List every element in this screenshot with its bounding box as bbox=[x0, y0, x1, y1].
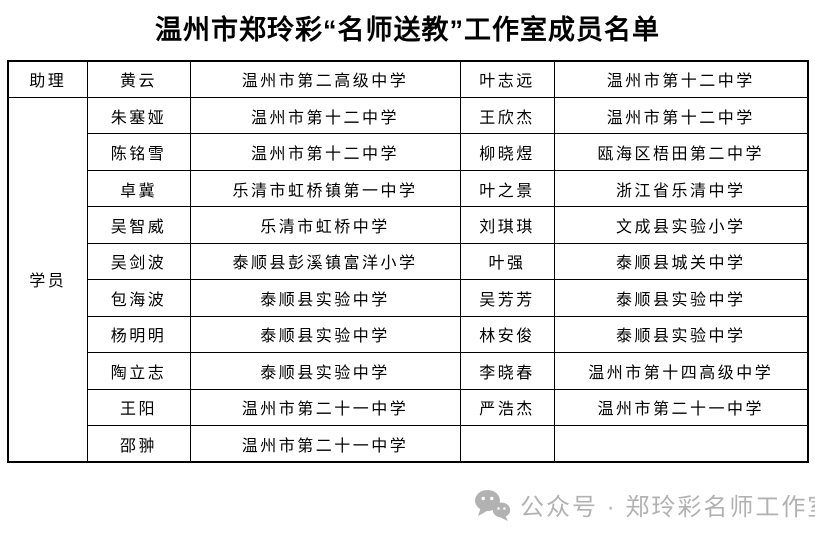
watermark: 公众号 · 郑玲彩名师工作室 bbox=[474, 487, 815, 522]
role-cell-assistant: 助理 bbox=[7, 60, 88, 98]
name-cell: 刘琪琪 bbox=[459, 206, 555, 244]
school-cell: 泰顺县实验中学 bbox=[189, 279, 461, 317]
school-cell: 泰顺县城关中学 bbox=[553, 242, 809, 281]
name-cell: 吴剑波 bbox=[86, 242, 191, 281]
table-row: 助理 黄云 温州市第二高级中学 叶志远 温州市第十二中学 bbox=[7, 60, 809, 98]
table-row: 王阳 温州市第二十一中学 严浩杰 温州市第二十一中学 bbox=[8, 388, 809, 427]
school-cell: 瓯海区梧田第二中学 bbox=[553, 133, 809, 171]
school-cell: 泰顺县实验中学 bbox=[189, 315, 461, 354]
role-cell-student: 学员 bbox=[7, 96, 88, 463]
name-cell: 柳晓煜 bbox=[459, 133, 555, 171]
school-cell: 温州市第十二中学 bbox=[553, 96, 809, 135]
school-cell: 温州市第二十一中学 bbox=[189, 388, 461, 427]
members-table: 助理 黄云 温州市第二高级中学 叶志远 温州市第十二中学 学员 朱塞娅 温州市第… bbox=[7, 60, 809, 463]
name-cell: 陈铭雪 bbox=[86, 133, 191, 171]
school-cell: 温州市第十四高级中学 bbox=[553, 352, 809, 390]
school-cell: 温州市第二高级中学 bbox=[189, 60, 461, 98]
school-cell: 乐清市虹桥中学 bbox=[189, 206, 461, 244]
table-row: 陶立志 泰顺县实验中学 李晓春 温州市第十四高级中学 bbox=[8, 352, 809, 390]
table-row: 邵翀 温州市第二十一中学 bbox=[8, 425, 809, 463]
name-cell: 王欣杰 bbox=[459, 96, 555, 135]
name-cell: 叶之景 bbox=[459, 169, 555, 208]
table-row: 吴剑波 泰顺县彭溪镇富洋小学 叶强 泰顺县城关中学 bbox=[8, 242, 809, 281]
table-row: 卓冀 乐清市虹桥镇第一中学 叶之景 浙江省乐清中学 bbox=[8, 169, 809, 208]
school-cell: 文成县实验小学 bbox=[553, 206, 809, 244]
name-cell: 卓冀 bbox=[86, 169, 191, 208]
school-cell: 温州市第十二中学 bbox=[553, 60, 809, 98]
table-row: 陈铭雪 温州市第十二中学 柳晓煜 瓯海区梧田第二中学 bbox=[8, 133, 809, 171]
school-cell: 泰顺县实验中学 bbox=[189, 352, 461, 390]
name-cell: 李晓春 bbox=[459, 352, 555, 390]
name-cell: 严浩杰 bbox=[459, 388, 555, 427]
name-cell: 吴芳芳 bbox=[459, 279, 555, 317]
school-cell bbox=[553, 425, 809, 463]
page-title: 温州市郑玲彩“名师送教”工作室成员名单 bbox=[155, 15, 660, 45]
school-cell: 温州市第二十一中学 bbox=[553, 388, 809, 427]
school-cell: 浙江省乐清中学 bbox=[553, 169, 809, 208]
school-cell: 泰顺县实验中学 bbox=[553, 279, 809, 317]
table-row: 学员 朱塞娅 温州市第十二中学 王欣杰 温州市第十二中学 bbox=[7, 96, 809, 463]
school-cell: 泰顺县实验中学 bbox=[553, 315, 809, 354]
name-cell: 陶立志 bbox=[86, 352, 191, 390]
school-cell: 温州市第十二中学 bbox=[189, 133, 461, 171]
name-cell: 杨明明 bbox=[86, 315, 191, 354]
name-cell bbox=[459, 425, 555, 463]
name-cell: 包海波 bbox=[86, 279, 191, 317]
wechat-icon bbox=[475, 489, 511, 521]
name-cell: 吴智威 bbox=[86, 206, 191, 244]
name-cell: 叶强 bbox=[459, 242, 555, 281]
table-row: 吴智威 乐清市虹桥中学 刘琪琪 文成县实验小学 bbox=[8, 206, 809, 244]
school-cell: 乐清市虹桥镇第一中学 bbox=[189, 169, 461, 208]
watermark-text: 公众号 · 郑玲彩名师工作室 bbox=[520, 494, 815, 521]
table-row: 包海波 泰顺县实验中学 吴芳芳 泰顺县实验中学 bbox=[8, 279, 809, 317]
school-cell: 温州市第十二中学 bbox=[189, 96, 461, 135]
school-cell: 温州市第二十一中学 bbox=[189, 425, 461, 463]
school-cell: 泰顺县彭溪镇富洋小学 bbox=[189, 242, 461, 281]
name-cell: 王阳 bbox=[86, 388, 191, 427]
name-cell: 叶志远 bbox=[459, 60, 555, 98]
name-cell: 林安俊 bbox=[459, 315, 555, 354]
table-row: 杨明明 泰顺县实验中学 林安俊 泰顺县实验中学 bbox=[8, 315, 809, 354]
name-cell: 黄云 bbox=[86, 60, 191, 98]
name-cell: 邵翀 bbox=[86, 425, 191, 463]
name-cell: 朱塞娅 bbox=[86, 96, 191, 135]
